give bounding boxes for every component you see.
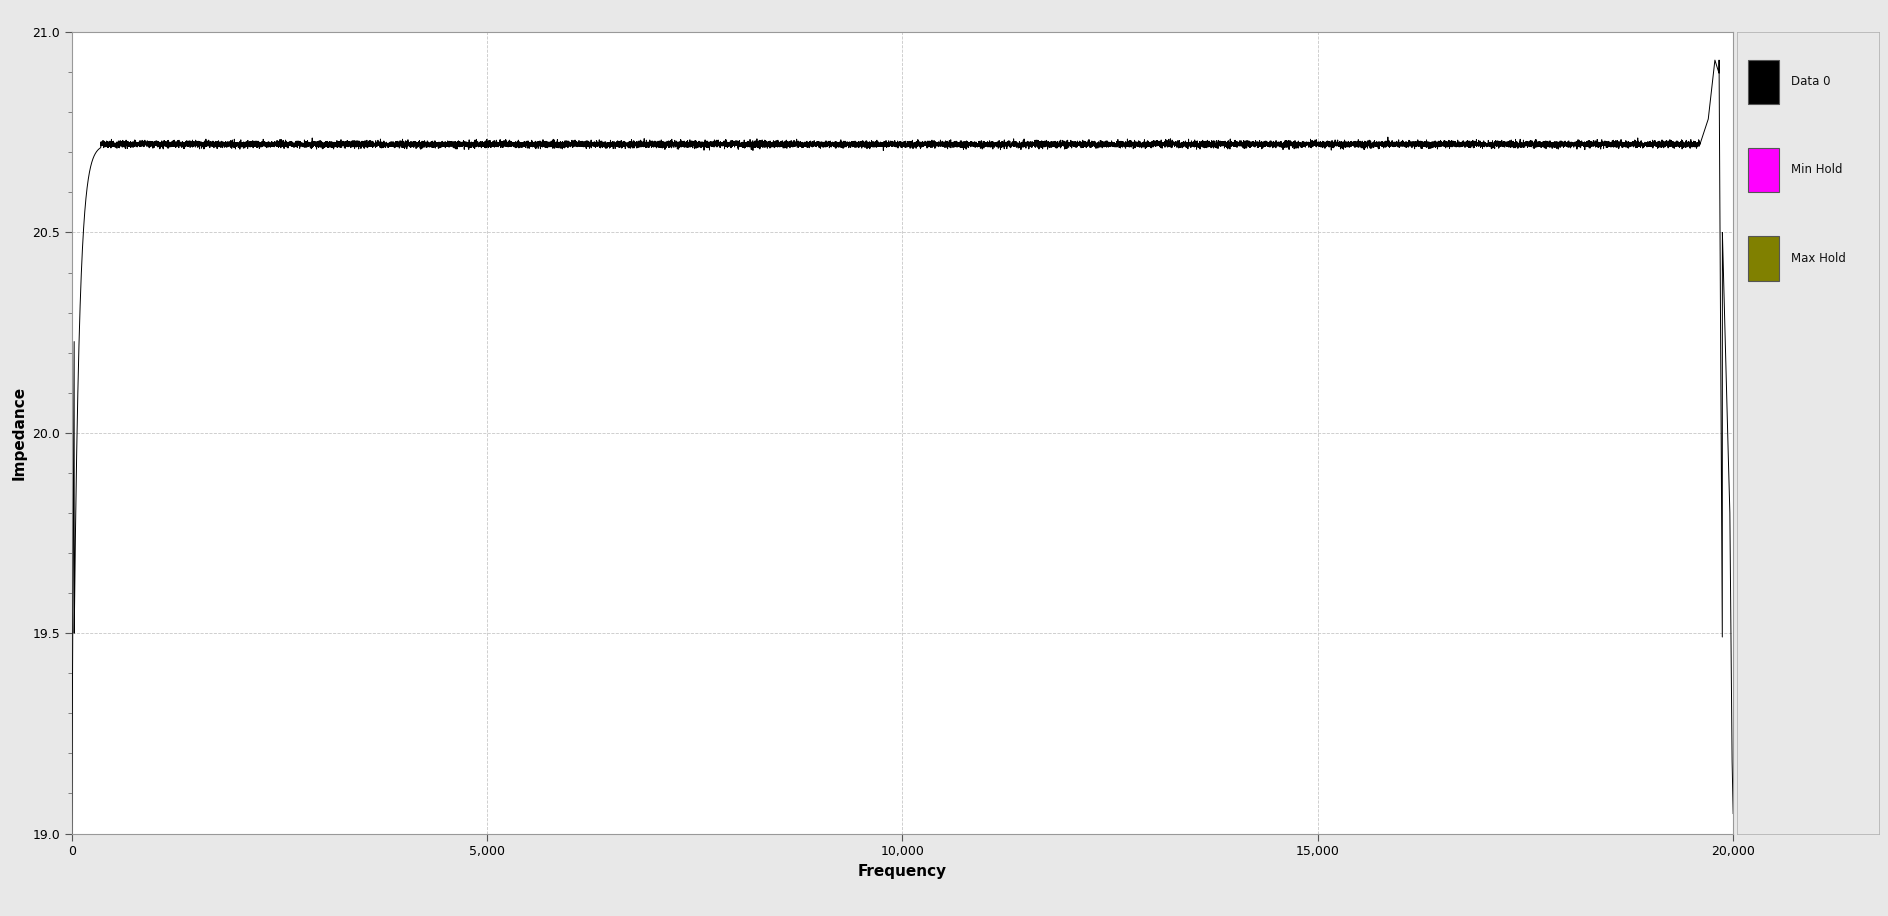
Text: Data 0: Data 0 bbox=[1790, 75, 1829, 88]
X-axis label: Frequency: Frequency bbox=[857, 864, 948, 879]
Text: Max Hold: Max Hold bbox=[1790, 252, 1846, 265]
Y-axis label: Impedance: Impedance bbox=[11, 386, 26, 480]
FancyBboxPatch shape bbox=[1748, 60, 1778, 104]
FancyBboxPatch shape bbox=[1748, 148, 1778, 192]
FancyBboxPatch shape bbox=[1748, 236, 1778, 280]
Text: Min Hold: Min Hold bbox=[1790, 163, 1843, 177]
